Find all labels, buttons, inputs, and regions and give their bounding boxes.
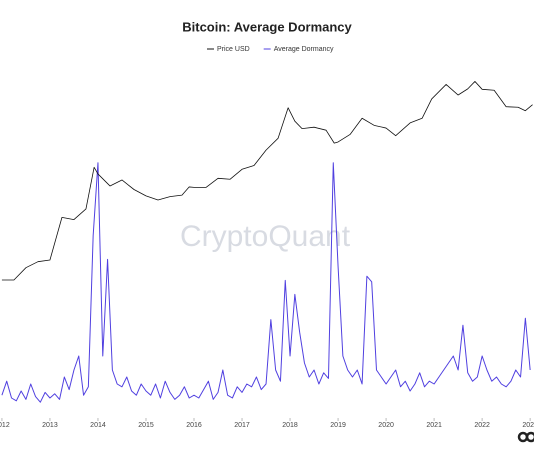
x-tick-label: 2015 bbox=[138, 422, 154, 429]
x-tick-label: 2023 bbox=[522, 422, 534, 429]
series-line bbox=[1, 81, 533, 281]
legend-label: Average Dormancy bbox=[274, 46, 334, 53]
x-tick-label: 2020 bbox=[378, 422, 394, 429]
x-tick-label: 2014 bbox=[90, 422, 106, 429]
x-tick-label: 2021 bbox=[426, 422, 442, 429]
chart-title: Bitcoin: Average Dormancy bbox=[182, 19, 352, 34]
x-tick-label: 2012 bbox=[0, 422, 10, 429]
x-tick-label: 2017 bbox=[234, 422, 250, 429]
x-tick-label: 2016 bbox=[186, 422, 202, 429]
x-tick-label: 2018 bbox=[282, 422, 298, 429]
logo bbox=[517, 431, 534, 443]
x-tick-label: 2013 bbox=[42, 422, 58, 429]
x-tick-label: 2019 bbox=[330, 422, 346, 429]
series-line bbox=[1, 162, 531, 403]
legend-label: Price USD bbox=[217, 46, 250, 53]
x-tick-label: 2022 bbox=[474, 422, 490, 429]
watermark: CryptoQuant bbox=[180, 220, 351, 253]
